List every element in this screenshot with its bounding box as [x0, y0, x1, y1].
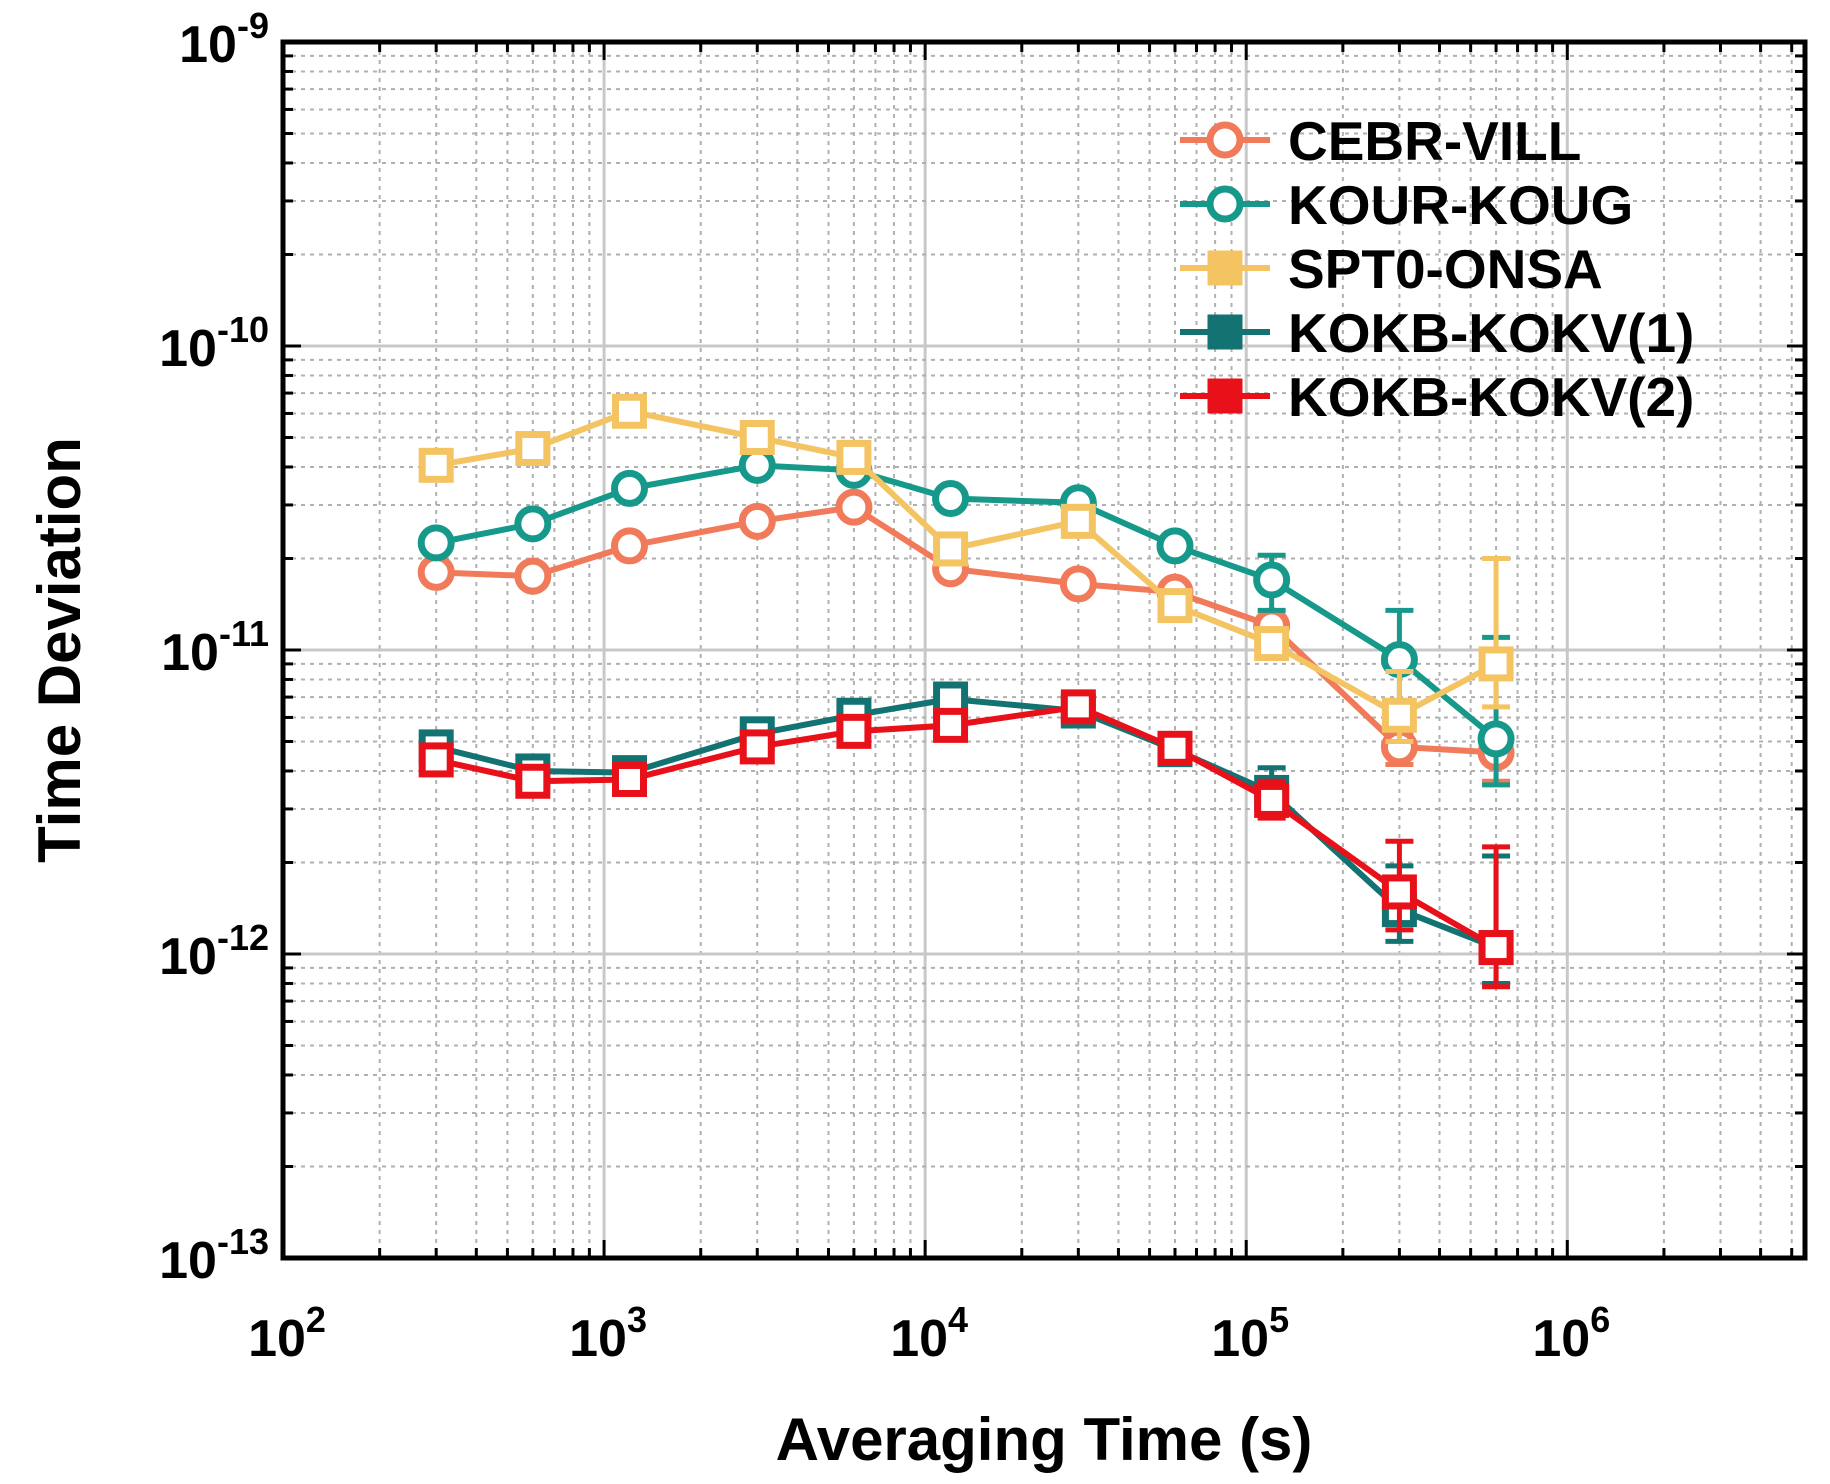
tick-base: 10 — [159, 1232, 217, 1290]
data-point — [835, 488, 873, 526]
tick-exponent: -12 — [217, 917, 269, 958]
data-point — [1059, 565, 1097, 603]
y-tick-label: 10-12 — [159, 917, 269, 986]
tick-exponent: 3 — [627, 1299, 647, 1340]
data-point — [514, 557, 552, 595]
data-point — [836, 439, 872, 475]
data-point — [1157, 730, 1193, 766]
legend-label: SPT0-ONSA — [1288, 238, 1603, 300]
data-point — [739, 729, 775, 765]
data-point — [1381, 874, 1417, 910]
data-point — [1254, 782, 1290, 818]
x-tick-label: 106 — [1532, 1299, 1610, 1368]
data-point — [933, 707, 969, 743]
x-tick-label: 102 — [248, 1299, 326, 1368]
y-tick-label: 10-9 — [179, 5, 269, 74]
legend-marker — [1206, 121, 1244, 159]
tick-base: 10 — [248, 1310, 306, 1368]
legend-marker — [1207, 378, 1243, 414]
data-point — [611, 393, 647, 429]
data-point — [417, 524, 455, 562]
legend-marker — [1207, 250, 1243, 286]
data-point — [514, 505, 552, 543]
series-layer — [417, 393, 1515, 990]
x-tick-label: 105 — [1211, 1299, 1289, 1368]
legend-item: CEBR-VILL — [1180, 110, 1581, 172]
data-point — [1254, 626, 1290, 662]
data-point — [932, 480, 970, 518]
legend: CEBR-VILLKOUR-KOUGSPT0-ONSAKOKB-KOKV(1)K… — [1180, 110, 1694, 428]
legend-item: SPT0-ONSA — [1180, 238, 1603, 300]
data-point — [1060, 503, 1096, 539]
y-tick-label: 10-10 — [159, 309, 269, 378]
tick-exponent: 2 — [306, 1299, 326, 1340]
data-point — [1478, 930, 1514, 966]
data-point — [611, 761, 647, 797]
data-point — [610, 527, 648, 565]
data-point — [739, 420, 775, 456]
data-point — [610, 469, 648, 507]
x-tick-label: 104 — [890, 1299, 968, 1368]
data-point — [1253, 561, 1291, 599]
y-axis-title: Time Deviation — [26, 437, 93, 863]
tick-exponent: -11 — [219, 613, 269, 654]
tick-exponent: -10 — [217, 309, 269, 350]
data-point — [738, 502, 776, 540]
tick-exponent: -9 — [237, 5, 269, 46]
tick-base: 10 — [569, 1310, 627, 1368]
tick-base: 10 — [890, 1310, 948, 1368]
legend-item: KOKB-KOKV(1) — [1180, 302, 1694, 364]
tick-base: 10 — [159, 320, 217, 378]
y-tick-label: 10-11 — [161, 613, 269, 682]
data-point — [418, 447, 454, 483]
data-point — [418, 742, 454, 778]
x-tick-label: 103 — [569, 1299, 647, 1368]
data-point — [417, 553, 455, 591]
data-point — [1477, 720, 1515, 758]
data-point — [933, 531, 969, 567]
data-point — [1060, 689, 1096, 725]
data-point — [836, 713, 872, 749]
tick-exponent: 6 — [1590, 1299, 1610, 1340]
grid — [283, 42, 1805, 1258]
tick-exponent: -13 — [217, 1221, 269, 1262]
tick-base: 10 — [1532, 1310, 1590, 1368]
data-point — [1381, 697, 1417, 733]
data-point — [1156, 527, 1194, 565]
tick-exponent: 5 — [1269, 1299, 1289, 1340]
tick-base: 10 — [1211, 1310, 1269, 1368]
series-spt0-onsa — [418, 393, 1514, 745]
legend-label: KOKB-KOKV(2) — [1288, 366, 1694, 428]
data-point — [515, 763, 551, 799]
legend-item: KOUR-KOUG — [1180, 174, 1633, 236]
series-kokb-kokv-2- — [418, 689, 1514, 990]
legend-marker — [1207, 314, 1243, 350]
legend-marker — [1206, 185, 1244, 223]
data-point — [1157, 588, 1193, 624]
tick-base: 10 — [159, 928, 217, 986]
y-tick-label: 10-13 — [159, 1221, 269, 1290]
legend-item: KOKB-KOKV(2) — [1180, 366, 1694, 428]
data-point — [515, 431, 551, 467]
tick-base: 10 — [161, 624, 219, 682]
data-point — [1478, 646, 1514, 682]
axis-ticks — [281, 40, 1805, 1260]
tick-base: 10 — [179, 16, 237, 74]
tick-exponent: 4 — [948, 1299, 968, 1340]
legend-label: CEBR-VILL — [1288, 110, 1581, 172]
legend-label: KOKB-KOKV(1) — [1288, 302, 1694, 364]
legend-label: KOUR-KOUG — [1288, 174, 1633, 236]
x-axis-title: Averaging Time (s) — [776, 1406, 1313, 1473]
